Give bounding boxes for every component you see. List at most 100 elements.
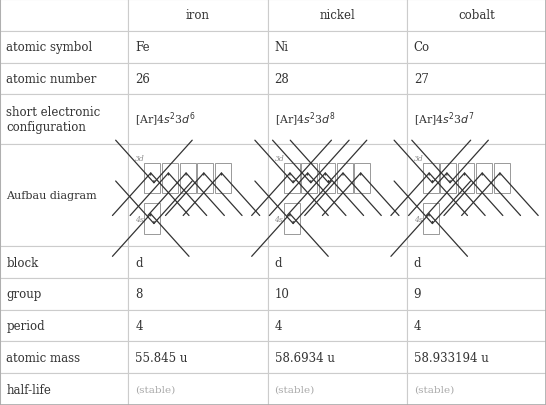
Bar bbox=[144, 204, 161, 234]
Bar bbox=[144, 163, 161, 194]
Text: 3d: 3d bbox=[275, 154, 284, 162]
Bar bbox=[162, 163, 178, 194]
Bar bbox=[128, 247, 268, 278]
Bar bbox=[128, 145, 268, 247]
Bar bbox=[268, 310, 407, 342]
Text: 26: 26 bbox=[135, 73, 150, 86]
Text: 9: 9 bbox=[414, 288, 421, 301]
Bar bbox=[268, 373, 407, 405]
Bar bbox=[128, 95, 268, 145]
Text: 4: 4 bbox=[135, 319, 143, 332]
Text: 4: 4 bbox=[275, 319, 282, 332]
Text: cobalt: cobalt bbox=[458, 9, 495, 22]
Text: 4s: 4s bbox=[414, 215, 423, 223]
Text: (stable): (stable) bbox=[275, 385, 314, 394]
Bar bbox=[128, 278, 268, 310]
Bar bbox=[407, 32, 546, 63]
Text: Aufbau diagram: Aufbau diagram bbox=[7, 191, 97, 201]
Text: period: period bbox=[7, 319, 45, 332]
Bar bbox=[0, 145, 128, 247]
Text: d: d bbox=[135, 256, 143, 269]
Text: [Ar]4$s^2$3$d^6$: [Ar]4$s^2$3$d^6$ bbox=[135, 111, 196, 129]
Text: half-life: half-life bbox=[7, 383, 51, 396]
Text: 4: 4 bbox=[414, 319, 421, 332]
Text: 8: 8 bbox=[135, 288, 143, 301]
Bar bbox=[0, 247, 128, 278]
Text: 3d: 3d bbox=[414, 154, 424, 162]
Bar bbox=[0, 0, 128, 32]
Bar bbox=[458, 163, 474, 194]
Bar bbox=[128, 0, 268, 32]
Bar bbox=[197, 163, 213, 194]
Bar bbox=[319, 163, 335, 194]
Bar bbox=[301, 163, 317, 194]
Text: 58.933194 u: 58.933194 u bbox=[414, 351, 489, 364]
Text: 28: 28 bbox=[275, 73, 289, 86]
Bar bbox=[407, 310, 546, 342]
Text: 55.845 u: 55.845 u bbox=[135, 351, 188, 364]
Text: Fe: Fe bbox=[135, 41, 150, 54]
Text: d: d bbox=[275, 256, 282, 269]
Bar bbox=[494, 163, 509, 194]
Text: Ni: Ni bbox=[275, 41, 288, 54]
Text: (stable): (stable) bbox=[135, 385, 175, 394]
Bar bbox=[128, 310, 268, 342]
Bar bbox=[0, 32, 128, 63]
Bar bbox=[268, 247, 407, 278]
Bar bbox=[407, 95, 546, 145]
Bar bbox=[0, 95, 128, 145]
Bar bbox=[283, 163, 300, 194]
Bar bbox=[180, 163, 195, 194]
Text: 3d: 3d bbox=[135, 154, 145, 162]
Text: atomic number: atomic number bbox=[7, 73, 97, 86]
Bar bbox=[128, 373, 268, 405]
Bar bbox=[407, 278, 546, 310]
Bar bbox=[407, 145, 546, 247]
Bar bbox=[268, 95, 407, 145]
Bar bbox=[407, 63, 546, 95]
Text: atomic mass: atomic mass bbox=[7, 351, 81, 364]
Bar bbox=[441, 163, 456, 194]
Bar bbox=[0, 63, 128, 95]
Text: 27: 27 bbox=[414, 73, 429, 86]
Text: d: d bbox=[414, 256, 421, 269]
Bar bbox=[407, 373, 546, 405]
Bar bbox=[476, 163, 492, 194]
Bar bbox=[336, 163, 353, 194]
Text: Co: Co bbox=[414, 41, 430, 54]
Bar bbox=[407, 0, 546, 32]
Text: block: block bbox=[7, 256, 39, 269]
Bar bbox=[407, 342, 546, 373]
Bar bbox=[268, 278, 407, 310]
Text: 10: 10 bbox=[275, 288, 289, 301]
Bar bbox=[423, 204, 439, 234]
Text: iron: iron bbox=[186, 9, 210, 22]
Text: group: group bbox=[7, 288, 42, 301]
Bar bbox=[215, 163, 231, 194]
Bar bbox=[423, 163, 439, 194]
Text: [Ar]4$s^2$3$d^8$: [Ar]4$s^2$3$d^8$ bbox=[275, 111, 335, 129]
Bar bbox=[128, 63, 268, 95]
Text: nickel: nickel bbox=[319, 9, 355, 22]
Bar bbox=[0, 310, 128, 342]
Bar bbox=[268, 145, 407, 247]
Bar bbox=[0, 373, 128, 405]
Bar bbox=[268, 63, 407, 95]
Bar bbox=[407, 247, 546, 278]
Text: [Ar]4$s^2$3$d^7$: [Ar]4$s^2$3$d^7$ bbox=[414, 111, 474, 129]
Text: 4s: 4s bbox=[135, 215, 144, 223]
Text: atomic symbol: atomic symbol bbox=[7, 41, 93, 54]
Bar bbox=[0, 278, 128, 310]
Bar bbox=[268, 0, 407, 32]
Text: short electronic
configuration: short electronic configuration bbox=[7, 106, 100, 134]
Bar bbox=[268, 32, 407, 63]
Text: 4s: 4s bbox=[275, 215, 283, 223]
Bar bbox=[128, 342, 268, 373]
Text: 58.6934 u: 58.6934 u bbox=[275, 351, 334, 364]
Bar bbox=[128, 32, 268, 63]
Text: (stable): (stable) bbox=[414, 385, 454, 394]
Bar bbox=[0, 342, 128, 373]
Bar bbox=[268, 342, 407, 373]
Bar bbox=[283, 204, 300, 234]
Bar bbox=[354, 163, 370, 194]
